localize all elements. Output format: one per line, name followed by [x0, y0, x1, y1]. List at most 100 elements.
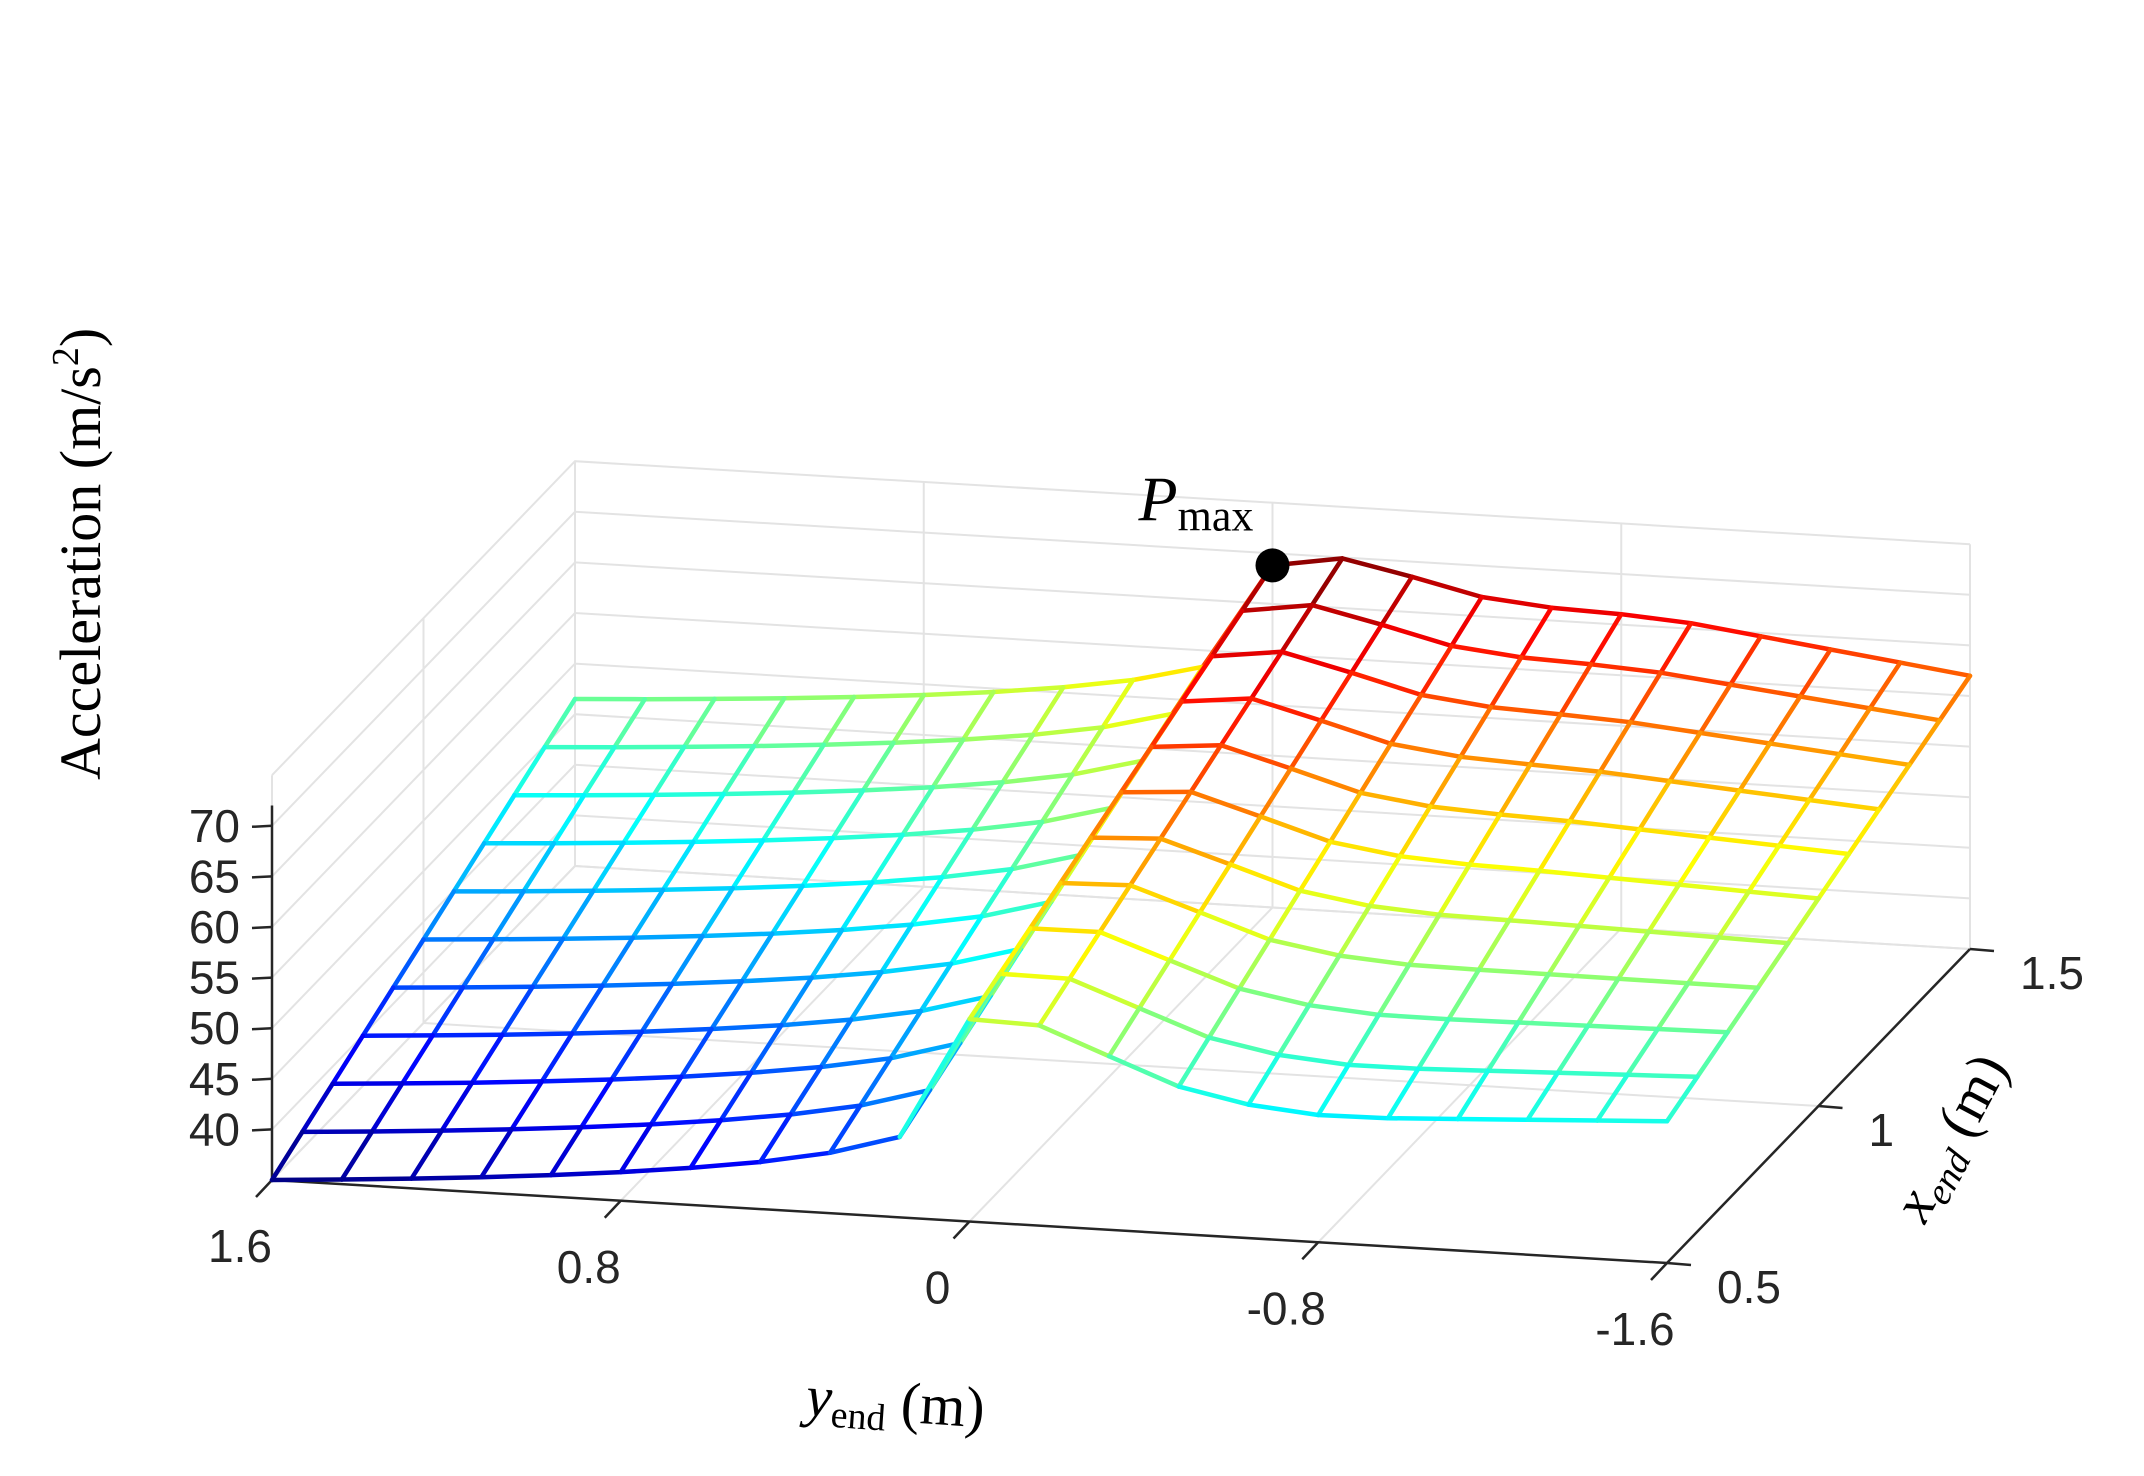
- mesh-segment: [1685, 980, 1761, 990]
- mesh-segment: [848, 969, 884, 1022]
- mesh-segment: [1379, 622, 1454, 649]
- mesh-segment: [1227, 814, 1263, 867]
- mesh-segment: [1707, 835, 1782, 849]
- xend-tick-label: 0.5: [1717, 1261, 1781, 1313]
- mesh-segment: [1807, 797, 1882, 812]
- mesh-segment: [1488, 655, 1524, 710]
- mesh-segment: [709, 1022, 784, 1032]
- mesh-segment: [551, 792, 587, 846]
- mesh-segment: [421, 889, 457, 942]
- mesh-segment: [1418, 692, 1494, 710]
- mesh-segment: [1516, 1020, 1591, 1028]
- mesh-segment: [1476, 967, 1551, 977]
- mesh-segment: [1506, 868, 1542, 923]
- yend-tick: [1301, 1241, 1320, 1261]
- yend-axis-title: yend (m): [799, 1363, 987, 1447]
- xend-tick: [1969, 947, 1995, 953]
- mesh-segment: [1246, 1052, 1282, 1107]
- mesh-segment: [800, 880, 875, 889]
- mesh-segment: [1816, 851, 1852, 901]
- mesh-segment: [948, 914, 984, 966]
- mesh-segment: [1100, 711, 1175, 730]
- mesh-segment: [909, 914, 984, 927]
- mesh-segment: [700, 885, 736, 939]
- mesh-segment: [1058, 880, 1133, 888]
- mesh-segment: [900, 784, 936, 838]
- mesh-segment: [1409, 574, 1485, 600]
- mesh-segment: [1746, 889, 1821, 901]
- mesh-segment: [1506, 917, 1582, 929]
- mesh-segment: [1828, 647, 1903, 665]
- mesh-segment: [1837, 751, 1912, 768]
- mesh-segment: [1497, 812, 1573, 824]
- mesh-segment: [1227, 862, 1303, 893]
- mesh-segment: [681, 696, 717, 750]
- mesh-segment: [1061, 677, 1136, 690]
- mesh-segment: [1488, 704, 1563, 717]
- mesh-segment: [997, 926, 1033, 976]
- mesh-segment: [839, 880, 875, 933]
- mesh-segment: [512, 744, 547, 798]
- mesh-segment: [809, 927, 845, 980]
- mesh-segment: [1528, 762, 1603, 774]
- mesh-segment: [1485, 1020, 1521, 1073]
- mesh-segment: [1179, 653, 1215, 704]
- mesh-segment: [560, 888, 596, 942]
- mesh-segment: [760, 790, 796, 843]
- mesh-segment: [1697, 730, 1773, 746]
- mesh-segment: [1367, 853, 1403, 909]
- mesh-segment: [669, 979, 745, 987]
- grid-line: [271, 713, 1971, 1029]
- mesh-segment: [921, 689, 996, 698]
- mesh-segment: [1655, 1026, 1730, 1035]
- mesh-segment: [712, 696, 787, 702]
- mesh-segment: [1807, 751, 1842, 803]
- mesh-segment: [1728, 682, 1803, 699]
- mesh-segment: [967, 1016, 1042, 1028]
- mesh-segment: [858, 1056, 893, 1108]
- mesh-segment: [1176, 1084, 1251, 1107]
- mesh-segment: [821, 740, 896, 748]
- mesh-segment: [679, 1026, 714, 1079]
- mesh-segment: [1346, 1012, 1382, 1068]
- mesh-segment: [1449, 594, 1485, 649]
- mesh-segment: [1279, 602, 1315, 655]
- mesh-segment: [551, 840, 626, 846]
- mesh-segment: [369, 1081, 405, 1134]
- mesh-segment: [1549, 605, 1624, 617]
- mesh-segment: [1376, 962, 1412, 1018]
- mesh-segment: [1685, 935, 1721, 986]
- mesh-segment: [930, 780, 1005, 790]
- mesh-segment: [651, 744, 687, 798]
- mesh-segment: [1318, 718, 1394, 747]
- mesh-segment: [539, 1031, 575, 1084]
- mesh-segment: [618, 1122, 654, 1175]
- mesh-segment: [1516, 971, 1551, 1025]
- mesh-segment: [1306, 953, 1342, 1008]
- yend-axis-title-sub: end: [829, 1394, 887, 1440]
- mesh-segment: [621, 792, 657, 846]
- mesh-segment: [1597, 719, 1633, 774]
- mesh-segment: [1297, 839, 1333, 893]
- mesh-segment: [1616, 976, 1691, 986]
- mesh-segment: [851, 692, 927, 700]
- mesh-segment: [579, 1122, 654, 1130]
- yend-tick-label: -1.6: [1595, 1303, 1674, 1355]
- mesh-segment: [918, 993, 993, 1014]
- mesh-segment: [1576, 875, 1612, 929]
- mesh-segment: [1009, 819, 1045, 872]
- mesh-segment: [758, 1150, 833, 1165]
- mesh-segment: [1416, 1016, 1451, 1071]
- mesh-segment: [1097, 929, 1172, 963]
- mesh-segment: [1428, 804, 1503, 817]
- mesh-segment: [1546, 971, 1621, 981]
- mesh-segment: [691, 838, 766, 845]
- mesh-segment: [600, 935, 636, 988]
- mesh-segment: [1030, 685, 1066, 738]
- mesh-segment: [930, 737, 966, 790]
- z-tick-label: 70: [189, 800, 240, 852]
- mesh-segment: [681, 743, 757, 750]
- mesh-segment: [791, 788, 866, 795]
- grid-line: [271, 864, 1971, 1181]
